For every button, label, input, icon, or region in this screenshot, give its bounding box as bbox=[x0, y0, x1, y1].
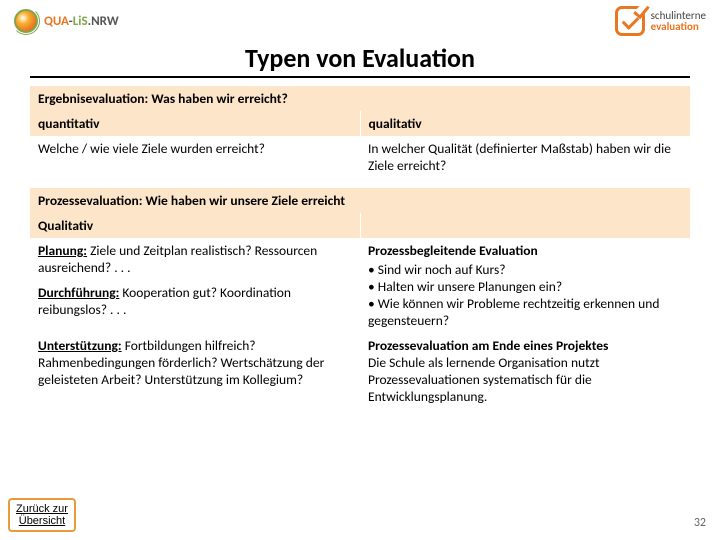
logo-part-lis: LiS bbox=[73, 14, 88, 29]
page-number: 32 bbox=[694, 516, 706, 530]
section1-col2: qualitativ bbox=[360, 111, 690, 136]
section2-right-bottom: Prozessevaluation am Ende eines Projekte… bbox=[360, 333, 690, 409]
logo-part-qua: QUA bbox=[44, 14, 69, 29]
logo-part-nrw: .NRW bbox=[88, 14, 119, 29]
pb-b3: Wie können wir Probleme rechtzeitig erke… bbox=[368, 295, 682, 329]
pb-b2: Halten wir unsere Planungen ein? bbox=[368, 278, 682, 295]
logo-right-text: schulinterne evaluation bbox=[651, 10, 706, 32]
logo-right-line2: evaluation bbox=[651, 20, 699, 33]
back-to-overview-button[interactable]: Zurück zur Übersicht bbox=[8, 498, 76, 532]
back-button-label: Zurück zur Übersicht bbox=[16, 503, 68, 527]
pb-title: Prozessbegleitende Evaluation bbox=[368, 242, 538, 259]
checkmark-icon bbox=[615, 6, 645, 36]
content-area: Ergebnisevaluation: Was haben wir erreic… bbox=[0, 86, 720, 409]
section2-left-bottom: Unterstützung: Fortbildungen hilfreich? … bbox=[30, 333, 360, 409]
end-title: Prozessevaluation am Ende eines Projekte… bbox=[368, 337, 608, 354]
logo-circle-icon bbox=[14, 9, 38, 33]
end-text: Die Schule als lernende Organisation nut… bbox=[368, 354, 600, 405]
pb-bullets: Sind wir noch auf Kurs? Halten wir unser… bbox=[368, 261, 682, 329]
section2-col2-empty bbox=[360, 213, 690, 238]
section1-col1: quantitativ bbox=[30, 111, 360, 136]
section2-left-top: Planung: Ziele und Zeitplan realistisch?… bbox=[30, 238, 360, 333]
slide-header: QUA-LiS.NRW schulinterne evaluation bbox=[0, 0, 720, 38]
section2-band: Prozessevaluation: Wie haben wir unsere … bbox=[30, 188, 690, 213]
logo-schulinterne: schulinterne evaluation bbox=[615, 6, 706, 36]
section1-band: Ergebnisevaluation: Was haben wir erreic… bbox=[30, 86, 690, 111]
unter-label: Unterstützung: bbox=[38, 337, 122, 354]
pb-b1: Sind wir noch auf Kurs? bbox=[368, 261, 682, 278]
section2-col1: Qualitativ bbox=[30, 213, 360, 238]
logo-text: QUA-LiS.NRW bbox=[44, 14, 119, 29]
section1-cell1: Welche / wie viele Ziele wurden erreicht… bbox=[30, 136, 360, 178]
section1-cell2: In welcher Qualität (definierter Maßstab… bbox=[360, 136, 690, 178]
planung-label: Planung: bbox=[38, 242, 87, 259]
logo-qualis: QUA-LiS.NRW bbox=[14, 9, 119, 33]
page-title: Typen von Evaluation bbox=[30, 42, 690, 78]
section2-right-top: Prozessbegleitende Evaluation Sind wir n… bbox=[360, 238, 690, 333]
evaluation-table: Ergebnisevaluation: Was haben wir erreic… bbox=[30, 86, 690, 409]
durch-label: Durchführung: bbox=[38, 284, 119, 301]
